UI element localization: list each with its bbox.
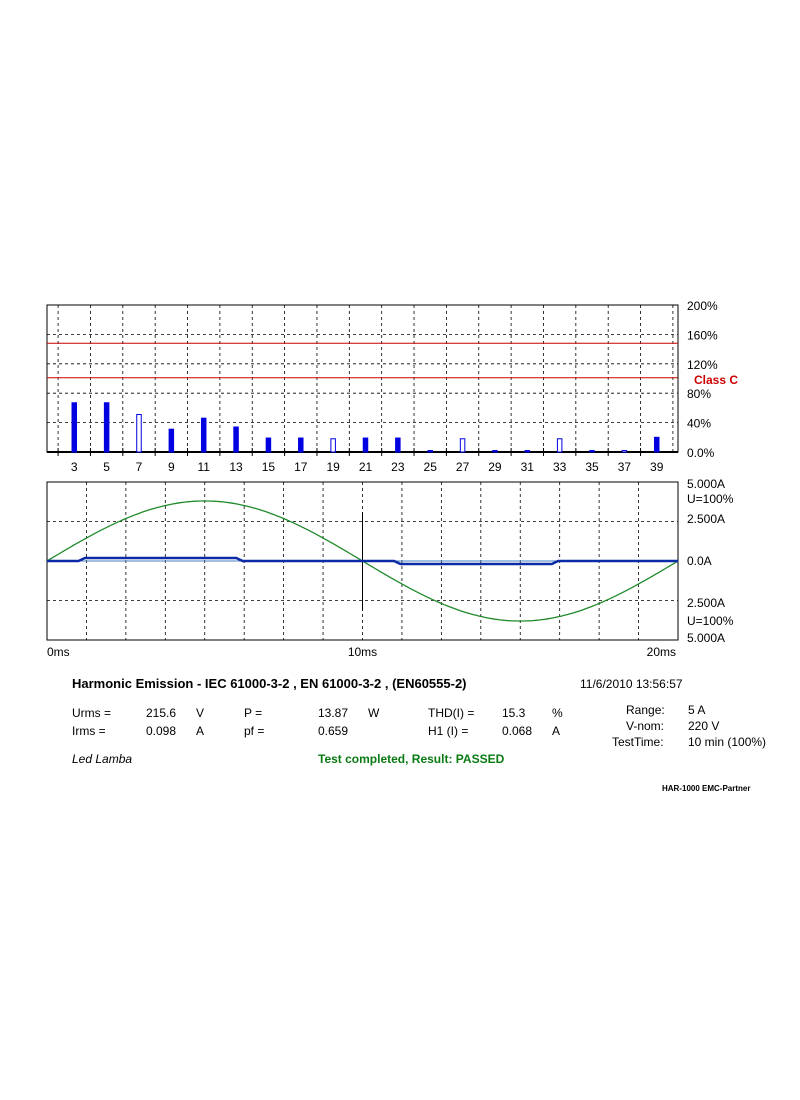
h1-label: H1 (I) =	[428, 724, 469, 738]
x-tick-label: 11	[197, 460, 210, 474]
thd-value: 15.3	[502, 706, 526, 720]
pf-value: 0.659	[318, 724, 349, 738]
urms-label: Urms =	[72, 706, 111, 720]
y-tick-label: 200%	[687, 299, 718, 313]
h1-unit: A	[552, 724, 561, 738]
y-axis-label: U=100%	[687, 614, 734, 628]
testtime-value: 10 min (100%)	[688, 735, 767, 749]
harmonic-bar	[556, 438, 563, 453]
harmonic-bar	[200, 417, 207, 453]
class-c-label: Class C	[694, 373, 738, 387]
thd-label: THD(I) =	[428, 706, 475, 720]
x-tick-label: 19	[326, 460, 340, 474]
x-tick-label: 25	[424, 460, 438, 474]
urms-value: 215.6	[146, 706, 177, 720]
h1-value: 0.068	[502, 724, 533, 738]
y-tick-label: 160%	[687, 328, 718, 342]
x-tick-label: 3	[71, 460, 78, 474]
current-waveform	[47, 556, 678, 566]
harmonic-bar	[298, 437, 304, 453]
y-tick-label: 0.0%	[687, 446, 715, 460]
harmonic-bar	[233, 426, 239, 453]
x-tick-label: 27	[456, 460, 470, 474]
range-value: 5 A	[688, 703, 706, 717]
vnom-label: V-nom:	[626, 719, 665, 733]
x-tick-label: 37	[618, 460, 632, 474]
harmonic-bar	[427, 450, 433, 453]
harmonic-bar	[71, 402, 78, 453]
p-value: 13.87	[318, 706, 349, 720]
x-tick-label: 0ms	[47, 645, 70, 659]
harmonic-bar	[103, 402, 110, 453]
y-axis-label: 5.000A	[687, 477, 725, 491]
testtime-label: TestTime:	[612, 735, 664, 749]
x-tick-label: 17	[294, 460, 308, 474]
harmonic-bar	[621, 450, 628, 453]
p-unit: W	[368, 706, 380, 720]
harmonic-bar	[395, 437, 401, 453]
x-tick-label: 33	[553, 460, 567, 474]
x-tick-label: 35	[585, 460, 599, 474]
range-label: Range:	[626, 703, 665, 717]
device-name: Led Lamba	[72, 752, 133, 766]
harmonic-bar	[168, 428, 175, 453]
urms-unit: V	[196, 706, 205, 720]
y-tick-label: 40%	[687, 417, 711, 431]
x-tick-label: 20ms	[647, 645, 676, 659]
irms-unit: A	[196, 724, 205, 738]
x-tick-label: 23	[391, 460, 405, 474]
y-axis-label: 0.0A	[687, 554, 712, 568]
harmonic-bar	[589, 450, 595, 453]
y-axis-label: 2.500A	[687, 596, 725, 610]
x-tick-label: 13	[229, 460, 243, 474]
instrument-name: HAR-1000 EMC-Partner	[662, 784, 751, 793]
thd-unit: %	[552, 706, 563, 720]
harmonic-bar	[492, 450, 498, 453]
x-tick-label: 10ms	[348, 645, 377, 659]
harmonic-bar	[653, 436, 660, 453]
irms-value: 0.098	[146, 724, 177, 738]
x-tick-label: 21	[359, 460, 373, 474]
p-label: P =	[244, 706, 263, 720]
x-tick-label: 39	[650, 460, 664, 474]
harmonic-bar	[265, 437, 272, 453]
y-axis-label: 2.500A	[687, 512, 725, 526]
x-tick-label: 7	[136, 460, 143, 474]
x-tick-label: 29	[488, 460, 502, 474]
irms-label: Irms =	[72, 724, 106, 738]
y-tick-label: 80%	[687, 387, 711, 401]
waveform-chart: 5.000AU=100%2.500A0.0A2.500AU=100%5.000A…	[46, 477, 734, 659]
test-result: Test completed, Result: PASSED	[318, 752, 505, 766]
y-axis-label: U=100%	[687, 492, 734, 506]
report-datetime: 11/6/2010 13:56:57	[580, 677, 683, 691]
x-tick-label: 5	[103, 460, 110, 474]
harmonic-bar	[524, 450, 531, 453]
x-tick-label: 31	[521, 460, 535, 474]
harmonic-bar-chart: Class C 200%160%120%80%40%0.0%3 5 7 9 11 13 15…	[46, 299, 738, 474]
harmonic-bar	[136, 414, 142, 453]
y-axis-label: 5.000A	[687, 631, 725, 645]
report-title: Harmonic Emission - IEC 61000-3-2 , EN 6…	[72, 676, 467, 691]
pf-label: pf =	[244, 724, 265, 738]
vnom-value: 220 V	[688, 719, 720, 733]
harmonic-bar	[459, 438, 466, 453]
x-tick-label: 15	[262, 460, 276, 474]
y-tick-label: 120%	[687, 358, 718, 372]
harmonic-bar	[330, 438, 336, 453]
harmonic-bar	[362, 437, 369, 453]
x-tick-label: 9	[168, 460, 175, 474]
